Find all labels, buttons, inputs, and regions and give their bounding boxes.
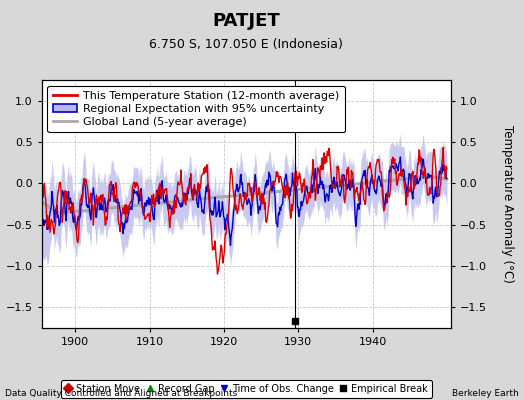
Text: 6.750 S, 107.050 E (Indonesia): 6.750 S, 107.050 E (Indonesia): [149, 38, 343, 51]
Y-axis label: Temperature Anomaly (°C): Temperature Anomaly (°C): [500, 125, 514, 283]
Legend: Station Move, Record Gap, Time of Obs. Change, Empirical Break: Station Move, Record Gap, Time of Obs. C…: [61, 380, 432, 398]
Text: PATJET: PATJET: [212, 12, 280, 30]
Text: Berkeley Earth: Berkeley Earth: [452, 389, 519, 398]
Text: Data Quality Controlled and Aligned at Breakpoints: Data Quality Controlled and Aligned at B…: [5, 389, 237, 398]
